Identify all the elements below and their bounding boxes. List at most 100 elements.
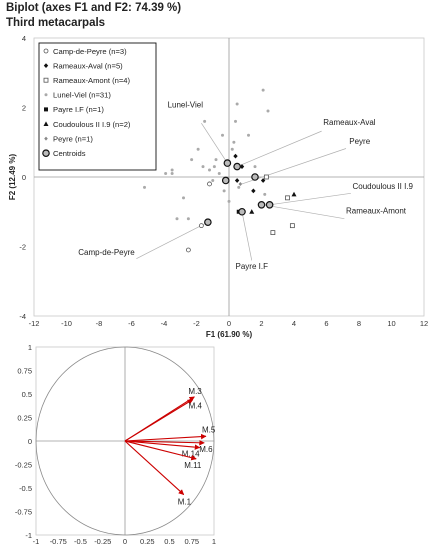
data-point (164, 172, 168, 176)
loadings-plot: -1 -0.75 -0.5 -0.25 0 0.25 0.5 0.75 1 -1 -0.75 -0.5… (15, 343, 216, 546)
legend-entry: Peyre (n=1) (53, 134, 93, 143)
chart-subtitle: Third metacarpals (6, 17, 106, 29)
data-point (235, 102, 239, 106)
legend-entry: Rameaux-Amont (n=4) (53, 76, 130, 85)
legend-marker (44, 93, 48, 97)
loading-arrow (124, 440, 185, 495)
scatter-plot: -12 -10 -8 -6 -4 -2 0 2 4 6 8 10 12 -4 -2 0 2 4 F1 (61.90 … (8, 34, 428, 339)
y-tick-label: 0 (22, 173, 26, 182)
y-tick-label: -4 (19, 312, 26, 321)
data-point (170, 168, 174, 172)
centroid-ring (257, 201, 266, 209)
annotation-label: Payre I.F (236, 262, 269, 271)
data-point (208, 168, 211, 172)
annotation-leader (263, 204, 345, 220)
loadings-x-tick-label: 0.75 (184, 537, 199, 546)
legend-entry: Payre I.F (n=1) (53, 105, 104, 114)
data-point (217, 172, 221, 176)
legend-box (38, 42, 157, 171)
loading-label: M.4 (189, 402, 203, 411)
loading-arrow (124, 440, 201, 450)
legend-entry: Lunel-Viel (n=31) (53, 91, 111, 100)
loadings-x-tick-label: 0.5 (164, 537, 174, 546)
centroid-ring (204, 218, 212, 226)
legend-entry: Rameaux-Aval (n=5) (53, 61, 123, 70)
annotation-leader (269, 192, 351, 206)
data-point (291, 191, 297, 197)
annotation-leader (241, 148, 347, 185)
legend-marker (43, 77, 49, 83)
data-point (285, 195, 290, 201)
data-point (190, 158, 194, 162)
data-point (238, 207, 246, 216)
loading-arrow (124, 440, 205, 446)
loadings-y-tick-label: 0.25 (17, 414, 32, 423)
x-tick-label: 0 (227, 319, 231, 328)
data-point (222, 189, 226, 193)
data-point (263, 174, 269, 180)
loadings-x-tick-label: 0 (123, 537, 127, 546)
data-point (170, 172, 174, 176)
data-point (249, 209, 255, 214)
loading-arrow (124, 399, 194, 442)
y-tick-label: 4 (22, 34, 26, 43)
annotation-label: Rameaux-Aval (323, 118, 376, 127)
data-point (234, 119, 237, 123)
data-point (214, 158, 218, 162)
y-axis-label: F2 (12.49 %) (8, 154, 17, 201)
x-tick-label: 8 (357, 319, 361, 328)
loadings-y-tick-label: 1 (28, 343, 32, 352)
data-point (289, 223, 295, 229)
loadings-y-tick-label: -1 (25, 531, 32, 540)
loadings-x-tick-label: -1 (33, 537, 40, 546)
annotation-leader (241, 211, 253, 261)
x-tick-label: -12 (29, 319, 40, 328)
data-point (257, 201, 266, 209)
annotation-leader (136, 221, 209, 259)
legend-marker (43, 48, 49, 54)
annotation-leader (236, 130, 322, 167)
centroid-ring (223, 159, 232, 167)
annotation-label: Peyre (349, 137, 370, 146)
loading-label: M.11 (184, 461, 202, 470)
data-point (221, 176, 230, 185)
centroid-ring (238, 207, 246, 216)
data-point (185, 247, 191, 253)
annotation-label: Coudoulous II I.9 (353, 182, 414, 191)
data-point (221, 133, 224, 137)
loading-arrow (124, 433, 207, 442)
x-tick-label: 2 (259, 319, 263, 328)
loadings-x-tick-label: 0.25 (140, 537, 155, 546)
data-point (143, 185, 146, 189)
data-point (230, 147, 234, 151)
legend: Camp-de-Peyre (n=3) Rameaux-Aval (n=5) Ram… (38, 42, 157, 171)
centroid-ring (221, 176, 230, 185)
data-point (233, 153, 238, 159)
annotation-label: Lunel-Viel (168, 101, 204, 110)
legend-marker (42, 149, 50, 158)
x-tick-label: -6 (128, 319, 135, 328)
data-point (212, 165, 216, 169)
data-point (238, 181, 243, 186)
loadings-y-tick-label: -0.75 (15, 508, 32, 517)
x-tick-label: -10 (61, 319, 72, 328)
data-point (266, 109, 270, 113)
x-tick-label: -8 (96, 319, 103, 328)
loadings-x-tick-label: -0.75 (50, 537, 67, 546)
loadings-x-tick-label: 1 (212, 537, 216, 546)
data-point (270, 230, 276, 236)
legend-entry: Coudoulous II I.9 (n=2) (53, 120, 131, 129)
x-tick-label: 10 (387, 319, 395, 328)
loadings-x-tick-label: -0.25 (94, 537, 111, 546)
data-point (263, 192, 267, 196)
x-tick-label: 6 (324, 319, 328, 328)
data-point (237, 185, 241, 189)
data-point (260, 178, 266, 183)
x-tick-label: -4 (161, 319, 168, 328)
x-tick-label: 12 (420, 319, 428, 328)
data-point (186, 217, 190, 221)
data-point (251, 188, 256, 194)
loading-arrow (124, 440, 197, 461)
data-point (207, 181, 212, 187)
